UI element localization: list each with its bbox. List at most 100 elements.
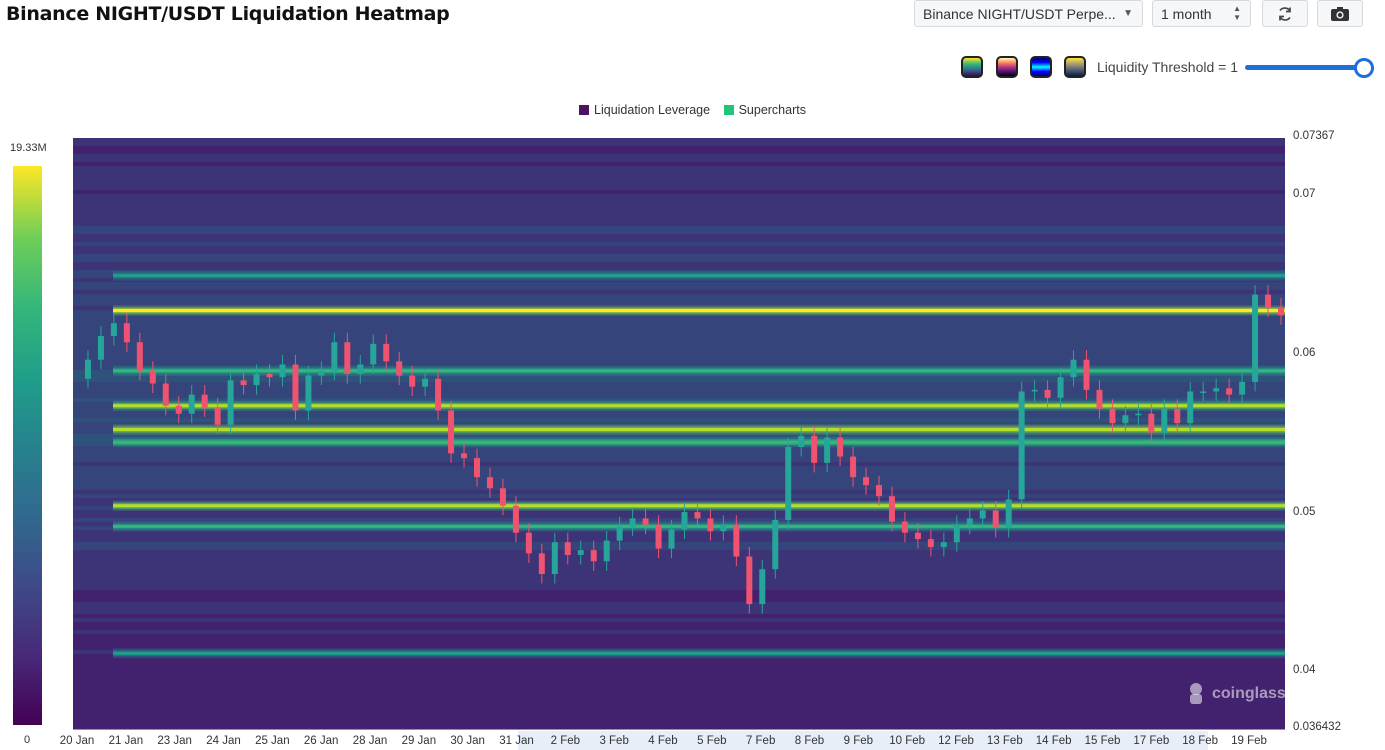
liquidation-band (113, 440, 1285, 444)
heatmap-row (73, 386, 1285, 390)
screenshot-button[interactable] (1317, 0, 1363, 27)
price-candle (629, 518, 636, 527)
heatmap-row (73, 662, 1285, 666)
heatmap-row (73, 706, 1285, 710)
heatmap-row (73, 138, 1285, 142)
price-candle (279, 364, 286, 378)
price-candle (551, 542, 558, 574)
heatmap-row (73, 714, 1285, 718)
pair-select[interactable]: Binance NIGHT/USDT Perpe... ▼ (914, 0, 1143, 27)
heatmap-row (73, 214, 1285, 218)
x-tick-label: 14 Feb (1035, 735, 1072, 747)
threshold-slider-handle[interactable] (1354, 58, 1374, 78)
heatmap-row (73, 382, 1285, 386)
heatmap-row (73, 390, 1285, 394)
price-candle (966, 518, 973, 525)
coinglass-logo-icon (1190, 683, 1202, 704)
heatmap-row (73, 190, 1285, 194)
heatmap-row (73, 546, 1285, 550)
liquidation-band (113, 650, 1285, 657)
threshold-label: Liquidity Threshold = 1 (1097, 59, 1238, 75)
price-candle (914, 532, 921, 540)
theme-cividis-button[interactable] (1064, 56, 1086, 78)
heatmap-row (73, 530, 1285, 534)
price-candle (590, 550, 597, 562)
price-candle (616, 526, 623, 541)
price-candle (1005, 499, 1012, 528)
heatmap-row (73, 298, 1285, 302)
liquidation-band (113, 305, 1285, 316)
heatmap-row (73, 510, 1285, 514)
x-tick-label: 30 Jan (450, 735, 485, 747)
price-candle (538, 553, 545, 574)
liquidation-band (113, 270, 1285, 281)
price-candle (888, 496, 895, 522)
liquidation-band (113, 404, 1285, 408)
price-candle (1096, 389, 1103, 409)
heatmap-row (73, 334, 1285, 338)
heatmap-row (73, 198, 1285, 202)
heatmap-row (73, 622, 1285, 626)
heatmap-row (73, 314, 1285, 318)
x-tick-label: 18 Feb (1182, 735, 1219, 747)
legend-item-liquidation-leverage[interactable]: Liquidation Leverage (579, 103, 710, 117)
price-candle (214, 407, 221, 425)
heatmap-row (73, 418, 1285, 422)
heatmap-row (73, 358, 1285, 362)
heatmap-row (73, 306, 1285, 310)
liquidation-band (113, 367, 1285, 374)
heatmap-row (73, 710, 1285, 714)
theme-viridis-button[interactable] (961, 56, 983, 78)
liquidation-band (113, 439, 1285, 446)
heatmap-row (73, 450, 1285, 454)
range-select[interactable]: 1 month ▲ ▼ (1152, 0, 1251, 27)
liquidation-band (113, 424, 1285, 435)
heatmap-row (73, 566, 1285, 570)
heatmap-row (73, 210, 1285, 214)
heatmap-row (73, 670, 1285, 674)
heatmap-row (73, 350, 1285, 354)
price-candle (84, 359, 91, 379)
heatmap-row (73, 310, 1285, 314)
price-candle (525, 532, 532, 554)
price-candle (331, 342, 338, 371)
heatmap-row (73, 490, 1285, 494)
price-candle (1187, 391, 1194, 424)
heatmap-row (73, 722, 1285, 726)
heatmap-row (73, 262, 1285, 266)
price-candle (681, 512, 688, 530)
price-candle (253, 374, 260, 386)
x-tick-label: 19 Feb (1231, 735, 1267, 747)
price-candle (1200, 391, 1207, 393)
price-candle (201, 394, 208, 408)
price-candle (422, 378, 429, 387)
threshold-slider-track[interactable] (1245, 65, 1357, 70)
page-title: Binance NIGHT/USDT Liquidation Heatmap (6, 3, 450, 25)
heatmap-row (73, 178, 1285, 182)
heatmap-row (73, 414, 1285, 418)
price-candle (901, 521, 908, 533)
price-candle (318, 370, 325, 376)
price-candle (992, 510, 999, 528)
liquidation-band (113, 502, 1285, 509)
price-candle (305, 375, 312, 411)
theme-magma-button[interactable] (996, 56, 1018, 78)
heatmap-row (73, 366, 1285, 370)
heatmap-row (73, 506, 1285, 510)
heatmap-row (73, 254, 1285, 258)
heatmap-row (73, 594, 1285, 598)
x-tick-label: 10 Feb (889, 735, 926, 747)
heatmap-row (73, 482, 1285, 486)
price-candle (1148, 413, 1155, 433)
refresh-button[interactable] (1262, 0, 1308, 27)
price-candle (1018, 391, 1025, 500)
x-tick-label: 3 Feb (599, 735, 629, 747)
camera-icon (1331, 6, 1349, 21)
heatmap-row (73, 466, 1285, 470)
legend-item-supercharts[interactable]: Supercharts (723, 103, 806, 117)
heatmap-row (73, 538, 1285, 542)
chevron-down-icon: ▼ (1123, 8, 1133, 19)
liquidation-band (113, 524, 1285, 528)
refresh-icon (1279, 6, 1291, 21)
theme-jet-button[interactable] (1030, 56, 1052, 78)
